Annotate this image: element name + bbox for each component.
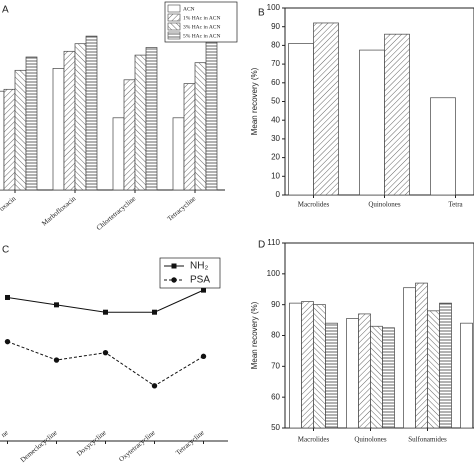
y-tick-label: 70: [271, 361, 280, 370]
legend-label: 1% HAc in ACN: [183, 15, 220, 21]
x-tick-label: Doxycycline: [75, 429, 108, 458]
point: [102, 349, 109, 356]
x-tick-label: Demeclocycline: [19, 429, 59, 464]
x-tick-label: Oxytetracycline: [117, 429, 156, 464]
point: [5, 294, 10, 300]
y-tick-label: 20: [271, 153, 280, 162]
x-tick-label: ne: [0, 429, 10, 439]
y-tick-label: 0: [276, 190, 281, 199]
y-axis-label: Mean recovery (%): [250, 67, 259, 135]
bar: [460, 322, 473, 429]
y-tick-label: 70: [271, 59, 280, 68]
y-tick-label: 30: [271, 134, 280, 143]
legend-label: 3% HAc in ACN: [183, 24, 220, 30]
series-line: [7, 341, 204, 387]
bar: [370, 325, 383, 429]
bar: [313, 22, 339, 196]
bar: [183, 83, 196, 191]
bar: [427, 310, 440, 429]
x-tick-label: Macrolides: [298, 436, 330, 444]
point: [103, 309, 108, 315]
bar: [205, 39, 218, 191]
bar: [325, 322, 338, 429]
bar: [63, 50, 76, 191]
bar: [358, 313, 371, 429]
y-tick-label: 80: [271, 41, 280, 50]
point: [201, 287, 206, 293]
legend-box: [159, 257, 221, 289]
x-tick-label: Marbofloxacin: [40, 194, 77, 227]
bar: [288, 43, 314, 196]
x-tick-label: Quinolones: [368, 201, 401, 209]
bar: [403, 287, 416, 429]
x-tick-label: Chlortetracycline: [95, 195, 137, 232]
y-tick-label: 100: [267, 3, 281, 12]
y-axis-label: Mean recovery (%): [250, 301, 259, 369]
legend-label: NH₂: [190, 261, 208, 272]
legend-swatch: [167, 4, 181, 13]
bar: [74, 43, 87, 191]
bar: [25, 56, 38, 191]
bar: [359, 49, 385, 196]
legend-swatch: [167, 13, 181, 22]
legend-swatch: [167, 31, 181, 40]
y-tick-label: 50: [271, 423, 280, 432]
bar: [313, 304, 326, 429]
bar: [134, 54, 147, 191]
legend-label: ACN: [183, 6, 195, 12]
y-tick-label: 100: [267, 269, 281, 278]
x-tick-label: Macrolides: [298, 201, 330, 209]
panel-label: D: [258, 240, 265, 251]
bar: [194, 62, 207, 191]
bar: [382, 327, 395, 429]
bar: [14, 69, 27, 191]
y-tick-label: 80: [271, 331, 280, 340]
point: [151, 383, 158, 389]
point: [54, 302, 59, 308]
point: [200, 353, 207, 360]
bar: [346, 318, 359, 429]
bar: [3, 88, 16, 191]
legend-swatch: [167, 22, 181, 31]
y-tick-label: 60: [271, 392, 280, 401]
legend-marker: [171, 263, 177, 269]
bar: [301, 301, 314, 429]
bar: [430, 97, 456, 196]
point: [4, 338, 11, 345]
bar: [123, 79, 136, 191]
y-tick-label: 60: [271, 78, 280, 87]
series-line: [7, 289, 204, 313]
x-tick-label: Tetracycline: [166, 195, 198, 223]
bar: [85, 35, 98, 191]
y-tick-label: 50: [271, 97, 280, 106]
x-tick-label: Tetra: [448, 201, 463, 209]
x-tick-label: Sulfonamides: [408, 436, 447, 444]
point: [53, 357, 60, 363]
panel-label: B: [258, 8, 265, 19]
bar: [384, 33, 410, 196]
y-tick-label: 90: [271, 300, 280, 309]
y-tick-label: 10: [271, 171, 280, 180]
y-tick-label: 110: [267, 238, 280, 247]
panel-label: A: [2, 5, 9, 16]
bar: [289, 302, 302, 429]
panel-label: C: [2, 245, 9, 256]
y-tick-label: 40: [271, 115, 280, 124]
bar: [112, 117, 125, 191]
y-tick-label: 90: [271, 22, 280, 31]
legend-marker: [171, 277, 177, 283]
bar: [172, 117, 185, 191]
legend-label: PSA: [190, 275, 210, 286]
bar: [415, 282, 428, 429]
bar: [52, 68, 65, 191]
x-tick-label: oxacin: [0, 194, 18, 212]
bar: [0, 90, 5, 191]
x-tick-label: Tetracycline: [174, 429, 206, 457]
legend-label: 5% HAc in ACN: [183, 33, 220, 39]
bar: [439, 302, 452, 429]
point: [152, 309, 157, 315]
x-tick-label: Quinolones: [354, 436, 387, 444]
bar: [145, 47, 158, 191]
